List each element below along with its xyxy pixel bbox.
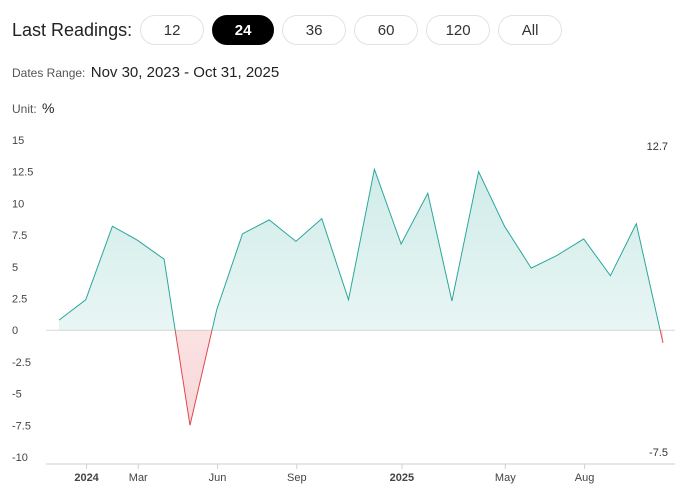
data-point [529,266,533,270]
data-point [661,341,665,345]
data-point [110,224,114,228]
data-point [294,239,298,243]
data-point [188,423,192,427]
y-tick-label: 12.5 [12,167,33,179]
dates-range-label: Dates Range: [12,66,86,80]
unit-label: Unit: [12,102,37,116]
data-point [57,318,61,322]
last-readings-label: Last Readings: [12,19,133,40]
x-tick-label: Aug [575,472,595,484]
data-point [582,237,586,241]
data-point [267,218,271,222]
data-point [502,224,506,228]
data-point [372,167,376,171]
readings-option-24[interactable]: 24 [212,15,275,45]
data-point [555,253,559,257]
area-fill-positive [59,169,663,331]
unit-info: Unit: % [12,100,54,116]
y-tick-label: 7.5 [12,230,27,242]
y-tick-label: 2.5 [12,294,27,306]
data-point [241,232,245,236]
x-tick-label: 2024 [74,472,99,484]
data-point [426,191,430,195]
min-value-label: -7.5 [649,447,668,459]
y-tick-label: 0 [12,325,18,337]
data-point [399,242,403,246]
y-tick-label: 5 [12,262,18,274]
x-axis-ticks: 2024 Mar Jun Sep 2025 May Aug [74,464,594,484]
max-value-label: 12.7 [647,141,668,153]
data-point [450,299,454,303]
data-point [135,238,139,242]
data-point [634,222,638,226]
x-tick-label: Mar [129,472,148,484]
x-tick-label: Jun [209,472,227,484]
readings-option-all[interactable]: All [498,15,563,45]
y-tick-label: -10 [12,452,28,464]
x-tick-label: May [495,472,516,484]
y-tick-label: 10 [12,198,24,210]
x-tick-label: Sep [287,472,307,484]
unit-value: % [42,100,55,116]
data-point [320,217,324,221]
readings-option-12[interactable]: 12 [140,15,205,45]
data-point [84,298,88,302]
dates-range-value: Nov 30, 2023 - Oct 31, 2025 [90,64,280,81]
data-point [608,274,612,278]
x-tick-label: 2025 [390,472,414,484]
series-line-positive [58,167,661,331]
y-tick-label: -7.5 [12,420,31,432]
data-point [347,298,351,302]
y-tick-label: 15 [12,135,24,147]
y-axis-ticks: 15 12.5 10 7.5 5 2.5 0 -2.5 -5 -7.5 -10 [12,135,33,464]
dates-range: Dates Range: Nov 30, 2023 - Oct 31, 2025 [12,64,279,81]
readings-option-120[interactable]: 120 [426,15,491,45]
y-tick-label: -5 [12,389,22,401]
y-tick-label: -2.5 [12,357,31,369]
readings-option-36[interactable]: 36 [282,15,347,45]
data-point [215,308,219,312]
data-point [162,257,166,261]
readings-option-60[interactable]: 60 [354,15,419,45]
data-point [477,170,481,174]
last-readings-bar: Last Readings: 12 24 36 60 120 All [12,15,570,45]
